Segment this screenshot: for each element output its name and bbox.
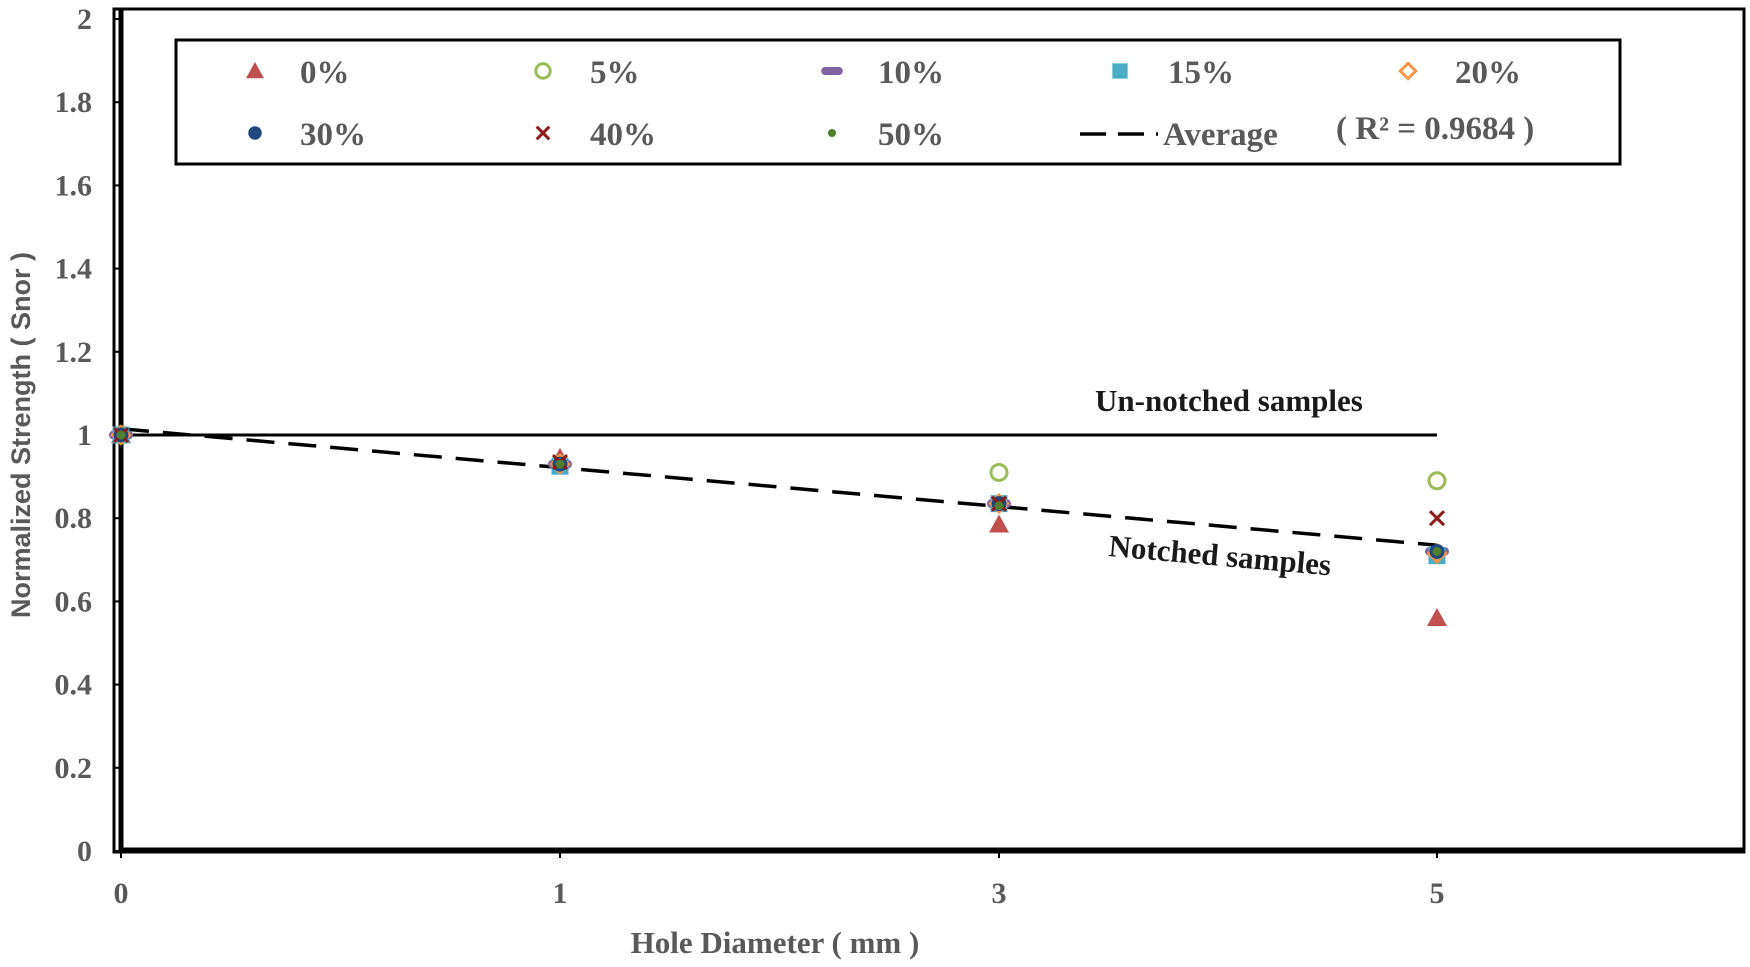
legend: 0% 5% 10% 15% 20% 30% 40% 50% Average ( R² = 0.96… — [246, 55, 1534, 153]
legend-marker-30pct — [248, 126, 262, 140]
legend-label-average: Average — [1163, 117, 1278, 153]
legend-label: 40% — [590, 117, 656, 153]
legend-marker-10pct — [821, 66, 843, 76]
legend-label: 10% — [878, 55, 944, 91]
y-tick-label: 1.4 — [55, 253, 93, 286]
y-tick-label: 1.8 — [55, 86, 93, 119]
average-trend-line — [120, 427, 1438, 547]
x-tick-label: 1 — [553, 877, 568, 910]
unnotched-annotation: Un-notched samples — [1095, 383, 1363, 418]
x-marker-stroke — [1428, 510, 1446, 527]
legend-label: 15% — [1168, 55, 1234, 91]
y-tick-label: 1.6 — [55, 169, 93, 202]
x-tick-label: 3 — [992, 877, 1007, 910]
x-axis-ticks: 0 1 3 5 — [114, 850, 1445, 910]
data-point-0pct — [989, 514, 1009, 533]
legend-r2-label: ( R² = 0.9684 ) — [1336, 111, 1534, 147]
legend-marker-20pct — [1398, 61, 1418, 81]
legend-marker-5pct — [534, 62, 552, 80]
legend-label: 20% — [1455, 55, 1521, 91]
legend-label: 50% — [878, 117, 944, 153]
data-point-50pct — [1432, 546, 1442, 556]
legend-box — [174, 38, 1622, 166]
y-tick-label: 0.8 — [55, 502, 93, 535]
y-tick-label: 2 — [77, 3, 92, 36]
y-tick-label: 0 — [77, 835, 92, 868]
legend-label: 5% — [590, 55, 640, 91]
legend-label: 30% — [300, 117, 366, 153]
y-tick-label: 1.2 — [55, 336, 93, 369]
data-point-5pct — [989, 462, 1009, 482]
x-tick-label: 0 — [114, 877, 129, 910]
data-points — [109, 424, 1449, 627]
legend-label: 0% — [300, 55, 350, 91]
data-point-40pct — [1428, 510, 1446, 527]
y-axis-ticks: 0 0.2 0.4 0.6 0.8 1 1.2 1.4 1.6 1.8 2 — [55, 3, 121, 868]
legend-marker-50pct — [827, 128, 837, 138]
data-point-50pct — [116, 430, 126, 440]
y-tick-label: 0.4 — [55, 669, 93, 702]
x-tick-label: 5 — [1430, 877, 1445, 910]
legend-marker-15pct — [1112, 63, 1128, 79]
y-tick-label: 0.2 — [55, 752, 93, 785]
data-point-0pct — [1427, 608, 1447, 627]
data-point-50pct — [555, 459, 565, 469]
y-tick-label: 0.6 — [55, 585, 93, 618]
y-tick-label: 1 — [77, 419, 92, 452]
data-point-5pct — [1427, 471, 1447, 491]
x-marker-stroke — [535, 125, 551, 141]
y-axis-title: Normalized Strength ( Snor ) — [6, 252, 36, 618]
legend-marker-0pct — [246, 62, 264, 79]
legend-marker-40pct — [535, 125, 551, 141]
data-point-50pct — [994, 501, 1004, 511]
x-axis-title: Hole Diameter ( mm ) — [631, 925, 920, 960]
